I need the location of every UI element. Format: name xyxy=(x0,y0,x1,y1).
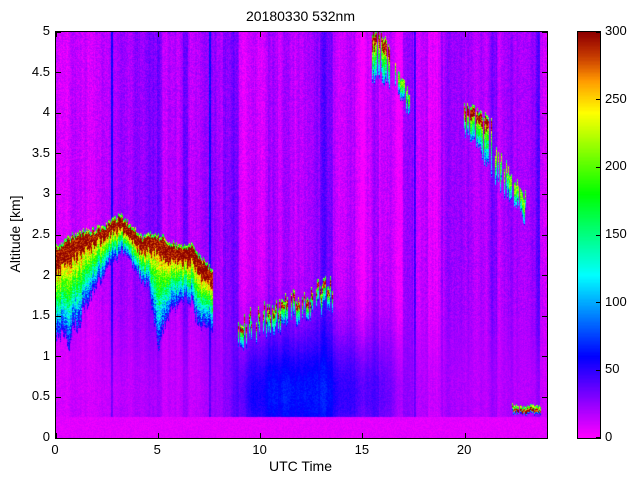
y-tick-mark xyxy=(56,275,61,277)
y-tick-mark xyxy=(542,315,547,317)
y-tick-mark xyxy=(542,275,547,277)
colorbar-tick-label: 100 xyxy=(605,293,627,309)
x-tick-label: 5 xyxy=(153,442,161,457)
x-tick-label: 10 xyxy=(252,442,267,457)
x-tick-mark xyxy=(55,32,57,37)
y-tick-mark xyxy=(542,193,547,195)
y-tick-mark xyxy=(56,315,61,317)
y-tick-label: 4.5 xyxy=(31,63,50,79)
y-tick-mark xyxy=(56,112,61,114)
x-tick-mark xyxy=(464,32,466,37)
y-tick-mark xyxy=(542,31,547,33)
y-tick-mark xyxy=(56,72,61,74)
y-tick-label: 5 xyxy=(42,23,50,38)
y-tick-label: 2 xyxy=(42,266,50,282)
x-tick-mark xyxy=(362,32,364,37)
colorbar-tick-label: 0 xyxy=(605,429,613,444)
colorbar-tick-mark xyxy=(596,32,600,33)
y-tick-mark xyxy=(542,437,547,439)
plot-area xyxy=(55,31,548,439)
y-tick-mark xyxy=(56,437,61,439)
x-tick-mark xyxy=(157,32,159,37)
y-tick-mark xyxy=(56,193,61,195)
colorbar-tick-label: 250 xyxy=(605,90,627,106)
x-tick-mark xyxy=(362,433,364,438)
colorbar-tick-label: 200 xyxy=(605,158,627,174)
y-tick-label: 0.5 xyxy=(31,388,50,404)
y-tick-label: 1 xyxy=(42,347,50,363)
y-tick-mark xyxy=(56,234,61,236)
colorbar-tick-label: 50 xyxy=(605,361,620,377)
y-tick-label: 2.5 xyxy=(31,226,50,241)
y-tick-mark xyxy=(542,396,547,398)
x-tick-mark xyxy=(260,433,262,438)
y-tick-mark xyxy=(56,396,61,398)
heatmap-canvas xyxy=(56,32,547,438)
x-tick-mark xyxy=(55,433,57,438)
y-tick-mark xyxy=(542,72,547,74)
colorbar xyxy=(577,31,601,439)
x-tick-label: 20 xyxy=(456,442,472,457)
colorbar-tick-mark xyxy=(596,166,600,168)
x-tick-mark xyxy=(464,433,466,438)
y-tick-label: 4 xyxy=(42,104,50,120)
colorbar-tick-mark xyxy=(596,302,600,304)
y-tick-mark xyxy=(56,153,61,155)
y-tick-mark xyxy=(542,153,547,155)
y-tick-label: 1.5 xyxy=(31,307,50,323)
colorbar-tick-mark xyxy=(596,99,600,101)
y-tick-label: 3.5 xyxy=(31,144,50,160)
y-tick-label: 0 xyxy=(42,429,50,444)
colorbar-tick-label: 150 xyxy=(605,226,627,241)
chart-title: 20180330 532nm xyxy=(246,8,355,24)
colorbar-tick-label: 300 xyxy=(605,23,627,38)
y-tick-mark xyxy=(56,31,61,33)
x-tick-mark xyxy=(157,433,159,438)
y-tick-mark xyxy=(542,112,547,114)
x-tick-mark xyxy=(260,32,262,37)
colorbar-canvas xyxy=(578,32,600,438)
x-tick-label: 0 xyxy=(51,442,59,457)
colorbar-tick-mark xyxy=(596,437,600,438)
y-tick-mark xyxy=(542,234,547,236)
x-tick-label: 15 xyxy=(354,442,370,457)
y-tick-mark xyxy=(56,356,61,358)
colorbar-tick-mark xyxy=(596,234,600,236)
y-tick-label: 3 xyxy=(42,185,50,201)
y-tick-mark xyxy=(542,356,547,358)
colorbar-tick-mark xyxy=(596,369,600,371)
x-axis-label: UTC Time xyxy=(269,458,332,474)
